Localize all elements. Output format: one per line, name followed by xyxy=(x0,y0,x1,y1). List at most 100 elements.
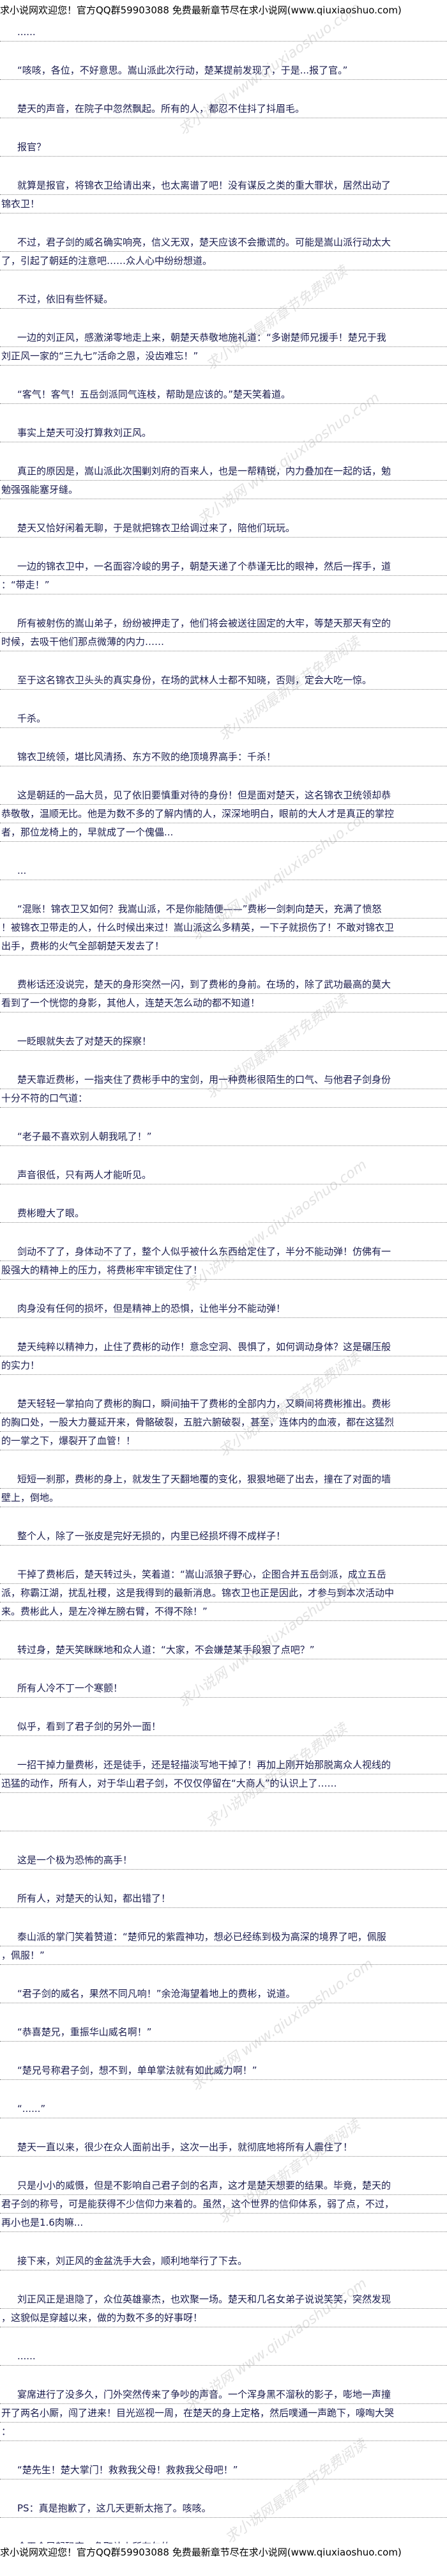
paragraph-line: 勉强强能塞牙缝。 xyxy=(0,481,447,499)
paragraph: 一边的锦衣卫中，一名面容冷峻的男子，朝楚天递了个恭谨无比的眼神，然后一挥手，道：… xyxy=(0,557,447,594)
paragraph: 转过身，楚天笑眯眯地和众人道：“大家，不会嫌楚某手段狠了点吧？” xyxy=(0,1641,447,1659)
paragraph: 事实上楚天可没打算救刘正风。 xyxy=(0,424,447,442)
paragraph: PS：真是抱歉了，这几天更新太拖了。咳咳。 xyxy=(0,2499,447,2518)
paragraph-line: PS：真是抱歉了，这几天更新太拖了。咳咳。 xyxy=(0,2499,447,2518)
paragraph-line: 锦衣卫统领，堪比风清扬、东方不败的绝顶境界高手：千杀！ xyxy=(0,748,447,766)
paragraph-line: 所有人冷不丁一个寒颤！ xyxy=(0,1679,447,1698)
paragraph-line: 一眨眼就失去了对楚天的探察！ xyxy=(0,1032,447,1051)
paragraph-line: “客气！客气！五岳剑派同气连枝，帮助是应该的。”楚天笑着道。 xyxy=(0,385,447,404)
paragraph: 短短一刹那，费彬的身上，就发生了天翻地覆的变化，狠狠地砸了出去，撞在了对面的墙壁… xyxy=(0,1470,447,1507)
paragraph-line: “咳咳，各位，不好意思。嵩山派此次行动，楚某提前发现了，于是...报了官。” xyxy=(0,61,447,80)
paragraph-line: 整个人，除了一张皮是完好无损的，内里已经损坏得不成样子！ xyxy=(0,1527,447,1546)
paragraph: 报官？ xyxy=(0,138,447,157)
paragraph-line: 一边的刘正风，感激涕零地走上来，朝楚天恭敬地施礼道：“多谢楚师兄援手！楚兄于我 xyxy=(0,329,447,347)
paragraph: 这是朝廷的一品大员，见了依旧要慎重对待的身份！但是面对楚天，这名锦衣卫统领却恭恭… xyxy=(0,786,447,842)
paragraph-line: 来。费彬此人，是左冷禅左膀右臂，不得不除！” xyxy=(0,1602,447,1621)
paragraph: 不过，依旧有些怀疑。 xyxy=(0,290,447,309)
paragraph-line: 恭敬敬，温顺无比。他是为数不多的了解内情的人，深深地明白，眼前的大人才是真正的掌… xyxy=(0,805,447,823)
paragraph: 接下来，刘正风的金盆洗手大会，顺利地举行了下去。 xyxy=(0,2252,447,2270)
paragraph-line: 千杀。 xyxy=(0,710,447,728)
paragraph-line: 楚天纯粹以精神力，止住了费彬的动作！意念空洞、畏惧了，如何调动身体？这是碾压般 xyxy=(0,1338,447,1356)
paragraph-line: 费彬瞪大了眼。 xyxy=(0,1204,447,1223)
paragraph-line: 时候，去吸干他们那点微薄的内力…… xyxy=(0,633,447,651)
paragraph-line: 报官？ xyxy=(0,138,447,157)
paragraph: 似乎，看到了君子剑的另外一面！ xyxy=(0,1718,447,1736)
paragraph-line: 宴席进行了没多久，门外突然传来了争吵的声音。一个浑身黑不溜秋的影子，嘭地一声撞 xyxy=(0,2386,447,2404)
paragraph-line: 一边的锦衣卫中，一名面容冷峻的男子，朝楚天递了个恭谨无比的眼神，然后一挥手，道 xyxy=(0,557,447,576)
paragraph-line: 出手，费彬的火气全部朝楚天发去了！ xyxy=(0,937,447,956)
paragraph-line: “老子最不喜欢别人朝我吼了！” xyxy=(0,1128,447,1146)
paragraph: 真正的原因是，嵩山派此次围剿刘府的百来人，也是一帮精锐，内力叠加在一起的话，勉勉… xyxy=(0,462,447,499)
paragraph-line: 就算是报官，将锦衣卫给请出来，也太离谱了吧！没有谋反之类的重大罪状，居然出动了 xyxy=(0,176,447,195)
paragraph-line: 短短一刹那，费彬的身上，就发生了天翻地覆的变化，狠狠地砸了出去，撞在了对面的墙 xyxy=(0,1470,447,1489)
paragraph-line: 了，引起了朝廷的注意吧……众人心中纷纷想道。 xyxy=(0,252,447,270)
paragraph: “楚兄号称君子剑，想不到，单单掌法就有如此威力啊！” xyxy=(0,2061,447,2080)
paragraph: 声音很低，只有两人才能听见。 xyxy=(0,1166,447,1184)
paragraph-line: 刘正风正是退隐了，众位英雄豪杰，也欢聚一场。楚天和几名女弟子说说笑笑，突然发现 xyxy=(0,2290,447,2309)
paragraph: 所有人冷不丁一个寒颤！ xyxy=(0,1679,447,1698)
paragraph: “老子最不喜欢别人朝我吼了！” xyxy=(0,1128,447,1146)
paragraph-line: 所有被射伤的嵩山弟子，纷纷被押走了，他们将会被送往固定的大牢，等楚天那天有空的 xyxy=(0,614,447,633)
paragraph-line: “混账！锦衣卫又如何？我嵩山派，不是你能随便——”费彬一剑刺向楚天，充满了愤怒 xyxy=(0,900,447,919)
paragraph-line: 十分不符的口气道： xyxy=(0,1089,447,1108)
paragraph-line: ！被锦衣卫带走的人，什么时候出来过！嵩山派这么多精英，一下子就损伤了！不敢对锦衣… xyxy=(0,919,447,937)
paragraph: 就算是报官，将锦衣卫给请出来，也太离谱了吧！没有谋反之类的重大罪状，居然出动了锦… xyxy=(0,176,447,213)
paragraph: “咳咳，各位，不好意思。嵩山派此次行动，楚某提前发现了，于是...报了官。” xyxy=(0,61,447,80)
paragraph-line: 肉身没有任何的损坏，但是精神上的恐惧，让他半分不能动弹！ xyxy=(0,1300,447,1318)
paragraph-line: 楚天又恰好闲着无聊，于是就把锦衣卫给调过来了，陪他们玩玩。 xyxy=(0,519,447,538)
paragraph-line: 再小也是1.6肉嘛... xyxy=(0,2214,447,2232)
paragraph: 千杀。 xyxy=(0,710,447,728)
paragraph: ...... xyxy=(0,2347,447,2366)
paragraph: 一眨眼就失去了对楚天的探察！ xyxy=(0,1032,447,1051)
paragraph: 费彬话还没说完，楚天的身形突然一闪，到了费彬的身前。在场的，除了武功最高的莫大看… xyxy=(0,975,447,1013)
paragraph xyxy=(0,1813,447,1831)
paragraph: ... xyxy=(0,862,447,880)
paragraph: 一招干掉力量费彬，还是徒手，还是轻描淡写地干掉了！再加上刚开始那脱离众人视线的迅… xyxy=(0,1756,447,1793)
paragraph-line: 事实上楚天可没打算救刘正风。 xyxy=(0,424,447,442)
paragraph-line: 所有人，对楚天的认知，都出错了！ xyxy=(0,1889,447,1908)
paragraph-line: ，这貌似是穿越以来，做的为数不多的好事呀！ xyxy=(0,2309,447,2327)
paragraph-line: 迅猛的动作，所有人，对于华山君子剑，不仅仅停留在“大商人”的认识上了…… xyxy=(0,1774,447,1793)
paragraph: “楚先生！楚大掌门！救救我父母！救救我父母吧！” xyxy=(0,2461,447,2479)
paragraph-line: 一招干掉力量费彬，还是徒手，还是轻描淡写地干掉了！再加上刚开始那脱离众人视线的 xyxy=(0,1756,447,1774)
paragraph-line: “楚先生！楚大掌门！救救我父母！救救我父母吧！” xyxy=(0,2461,447,2479)
paragraph: 刘正风正是退隐了，众位英雄豪杰，也欢聚一场。楚天和几名女弟子说说笑笑，突然发现，… xyxy=(0,2290,447,2327)
paragraph-line: 真正的原因是，嵩山派此次围剿刘府的百来人，也是一帮精锐，内力叠加在一起的话，勉 xyxy=(0,462,447,481)
paragraph-line: 费彬话还没说完，楚天的身形突然一闪，到了费彬的身前。在场的，除了武功最高的莫大 xyxy=(0,975,447,994)
paragraph-line: “恭喜楚兄，重振华山威名啊！” xyxy=(0,2023,447,2042)
paragraph-line: 的一掌之下，爆裂开了血管！！ xyxy=(0,1432,447,1450)
paragraph-line: 的胸口处，一股大力蔓延开来，骨骼破裂，五脏六腑破裂，甚至，连体内的血液，都在这猛… xyxy=(0,1413,447,1432)
paragraph-line: 不过，君子剑的威名确实响亮，信义无双，楚天应该不会撒谎的。可能是嵩山派行动太大 xyxy=(0,233,447,252)
paragraph-line: 楚天一直以来，很少在众人面前出手，这次一出手，就彻底地将所有人震住了！ xyxy=(0,2138,447,2157)
paragraph: 泰山派的掌门笑着赞道：“楚师兄的紫霞神功，想必已经练到极为高深的境界了吧，佩服，… xyxy=(0,1928,447,1965)
paragraph-line: ：“带走！” xyxy=(0,576,447,594)
paragraph: 整个人，除了一张皮是完好无损的，内里已经损坏得不成样子！ xyxy=(0,1527,447,1546)
paragraph-line: 君子剑的称号，可是能获得不少信仰力来着的。虽然，这个世界的信仰体系，弱了点，不过… xyxy=(0,2195,447,2214)
paragraph-line: 壁上，倒地。 xyxy=(0,1489,447,1507)
paragraph: 楚天靠近费彬，一指夹住了费彬手中的宝剑，用一种费彬很陌生的口气、与他君子剑身份十… xyxy=(0,1071,447,1108)
paragraph: 肉身没有任何的损坏，但是精神上的恐惧，让他半分不能动弹！ xyxy=(0,1300,447,1318)
paragraph: 至于这名锦衣卫头头的真实身份，在场的武林人士都不知晓，否则，定会大吃一惊。 xyxy=(0,671,447,690)
paragraph-line: 楚天靠近费彬，一指夹住了费彬手中的宝剑，用一种费彬很陌生的口气、与他君子剑身份 xyxy=(0,1071,447,1089)
paragraph-line: 派，称霸江湖，扰乱社稷，这是我得到的最新消息。锦衣卫也正是因此，才参与到本次活动… xyxy=(0,1584,447,1602)
paragraph-line: 剑动不了了，身体动不了了，整个人似乎被什么东西给定住了，半分不能动弹！仿佛有一 xyxy=(0,1243,447,1261)
paragraph: 这是一个极为恐怖的高手！ xyxy=(0,1851,447,1870)
paragraph-line: 楚天轻轻一掌拍向了费彬的胸口，瞬间抽干了费彬的全部内力，又瞬间将费彬推出。费彬 xyxy=(0,1395,447,1413)
paragraph-line: 转过身，楚天笑眯眯地和众人道：“大家，不会嫌楚某手段狠了点吧？” xyxy=(0,1641,447,1659)
paragraph-line: 这是一个极为恐怖的高手！ xyxy=(0,1851,447,1870)
paragraph: 楚天轻轻一掌拍向了费彬的胸口，瞬间抽干了费彬的全部内力，又瞬间将费彬推出。费彬的… xyxy=(0,1395,447,1450)
paragraph-line: ，佩服！” xyxy=(0,1946,447,1965)
paragraph-line: 的实力！ xyxy=(0,1356,447,1375)
paragraph: ...... xyxy=(0,23,447,42)
paragraph: 楚天纯粹以精神力，止住了费彬的动作！意念空洞、畏惧了，如何调动身体？这是碾压般的… xyxy=(0,1338,447,1375)
paragraph-line: 看到了一个恍惚的身影，其他人，连楚天怎么动的都不知道！ xyxy=(0,994,447,1013)
paragraph-line: ...... xyxy=(0,2347,447,2366)
paragraph: “......” xyxy=(0,2100,447,2118)
paragraph: 费彬瞪大了眼。 xyxy=(0,1204,447,1223)
paragraph: 不过，君子剑的威名确实响亮，信义无双，楚天应该不会撒谎的。可能是嵩山派行动太大了… xyxy=(0,233,447,270)
paragraph-line: 股强大的精神上的压力，将费彬牢牢锁定住了！ xyxy=(0,1261,447,1280)
paragraph-line xyxy=(0,1813,447,1831)
paragraph: 楚天一直以来，很少在众人面前出手，这次一出手，就彻底地将所有人震住了！ xyxy=(0,2138,447,2157)
paragraph-line: 只是小小的威慑，但是不影响自己君子剑的名声，这才是楚天想要的结果。毕竟，楚天的 xyxy=(0,2176,447,2195)
paragraph: “客气！客气！五岳剑派同气连枝，帮助是应该的。”楚天笑着道。 xyxy=(0,385,447,404)
